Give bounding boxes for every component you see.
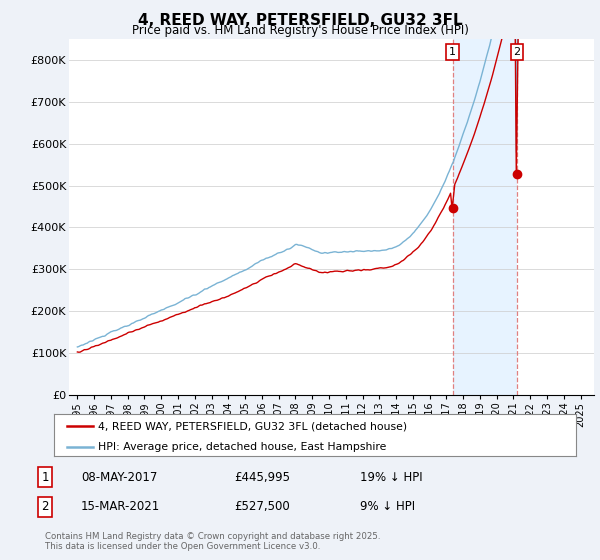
- Text: Contains HM Land Registry data © Crown copyright and database right 2025.
This d: Contains HM Land Registry data © Crown c…: [45, 532, 380, 552]
- Text: 4, REED WAY, PETERSFIELD, GU32 3FL: 4, REED WAY, PETERSFIELD, GU32 3FL: [137, 13, 463, 28]
- Text: 1: 1: [449, 46, 456, 57]
- Text: 2: 2: [41, 500, 49, 514]
- Text: Price paid vs. HM Land Registry's House Price Index (HPI): Price paid vs. HM Land Registry's House …: [131, 24, 469, 36]
- Text: £527,500: £527,500: [234, 500, 290, 514]
- Text: 2: 2: [514, 46, 521, 57]
- Text: £445,995: £445,995: [234, 470, 290, 484]
- Text: 9% ↓ HPI: 9% ↓ HPI: [360, 500, 415, 514]
- Text: 08-MAY-2017: 08-MAY-2017: [81, 470, 157, 484]
- Text: 1: 1: [41, 470, 49, 484]
- Text: 15-MAR-2021: 15-MAR-2021: [81, 500, 160, 514]
- Text: 4, REED WAY, PETERSFIELD, GU32 3FL (detached house): 4, REED WAY, PETERSFIELD, GU32 3FL (deta…: [98, 421, 407, 431]
- Text: HPI: Average price, detached house, East Hampshire: HPI: Average price, detached house, East…: [98, 442, 387, 452]
- Text: 19% ↓ HPI: 19% ↓ HPI: [360, 470, 422, 484]
- Bar: [452, 39, 517, 395]
